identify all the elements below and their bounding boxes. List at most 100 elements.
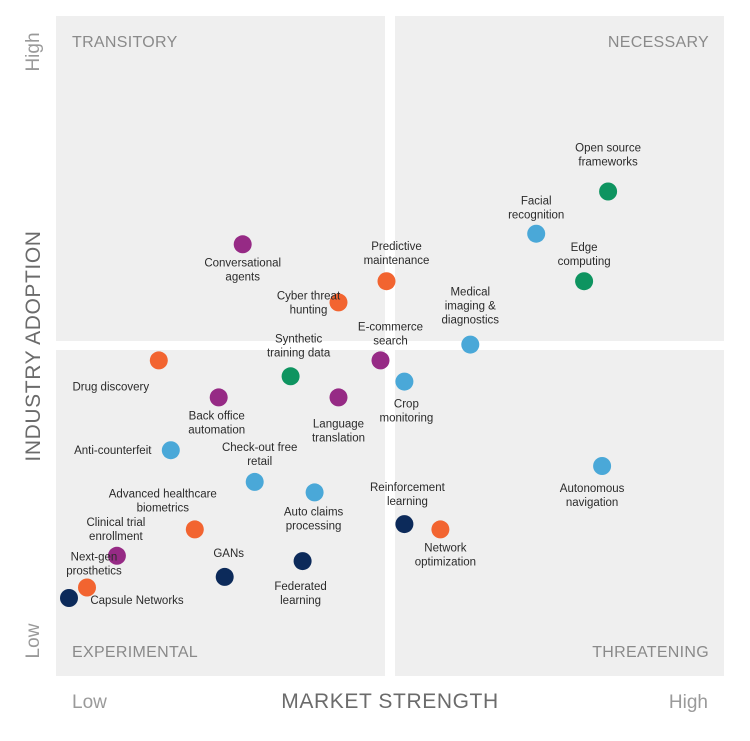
data-label-line: recognition <box>508 210 564 222</box>
data-point-edge-computing <box>575 272 594 291</box>
data-point-cyber-threat-hunting <box>329 293 348 312</box>
data-label-autonomous-navigation: Autonomous navigation <box>560 483 625 509</box>
data-label-open-source-frameworks: Open source frameworks <box>575 143 641 169</box>
data-label-line: frameworks <box>578 157 638 169</box>
data-label-line: optimization <box>415 556 476 568</box>
data-label-line: Capsule Networks <box>90 595 184 607</box>
data-label-line: diagnostics <box>442 315 500 327</box>
data-label-capsule-networks: Capsule Networks <box>90 595 184 607</box>
quadrant-top-left <box>56 16 385 341</box>
data-label-reinforcement-learning: Reinforcement learning <box>370 482 446 508</box>
data-label-line: prosthetics <box>66 566 122 578</box>
data-point-back-office-automation <box>209 388 228 407</box>
data-label-advanced-healthcare-biometrics: Advanced healthcare biometrics <box>109 488 217 514</box>
data-label-line: learning <box>280 595 321 607</box>
data-label-line: Check-out free <box>222 442 297 454</box>
data-label-line: Conversational <box>204 257 281 269</box>
data-label-line: automation <box>188 424 245 436</box>
data-label-line: learning <box>387 496 428 508</box>
data-point-drug-discovery <box>149 351 168 370</box>
data-label-line: Advanced healthcare <box>109 488 217 500</box>
y-axis-low-label: Low <box>23 623 44 658</box>
data-label-line: Cyber threat <box>277 290 341 302</box>
data-label-clinical-trial-enrollment: Clinical trial enrollment <box>87 517 146 543</box>
data-label-line: agents <box>225 271 260 283</box>
data-point-labels: Open source frameworks Facial recognition Ed… <box>66 143 641 608</box>
data-label-drug-discovery: Drug discovery <box>72 381 149 393</box>
data-label-line: biometrics <box>137 502 190 514</box>
data-label-line: Drug discovery <box>72 381 149 393</box>
data-label-line: Edge <box>571 242 598 254</box>
data-label-line: hunting <box>290 304 328 316</box>
data-label-predictive-maintenance: Predictive maintenance <box>364 241 430 267</box>
data-point-capsule-networks <box>60 589 78 607</box>
quadrant-label-experimental: EXPERIMENTAL <box>72 644 198 661</box>
data-label-line: Medical <box>450 287 490 299</box>
data-label-next-gen-prosthetics: Next-gen prosthetics <box>66 552 122 578</box>
data-label-federated-learning: Federated learning <box>274 581 326 607</box>
data-label-line: retail <box>247 456 272 468</box>
data-point-advanced-healthcare-biometrics <box>185 520 204 539</box>
data-point-federated-learning <box>293 552 312 571</box>
quadrant-label-necessary: NECESSARY <box>608 34 709 51</box>
data-point-reinforcement-learning <box>395 515 414 534</box>
data-point-auto-claims-processing <box>305 483 324 502</box>
data-label-language-translation: Language translation <box>312 418 365 444</box>
data-label-line: Next-gen <box>71 552 118 564</box>
data-label-facial-recognition: Facial recognition <box>508 196 564 222</box>
data-label-cyber-threat-hunting: Cyber threat hunting <box>277 290 341 316</box>
data-label-line: Network <box>424 542 466 554</box>
data-label-line: processing <box>286 520 342 532</box>
data-label-line: translation <box>312 432 365 444</box>
data-label-line: Federated <box>274 581 326 593</box>
data-point-crop-monitoring <box>395 372 414 391</box>
x-axis-high-label: High <box>669 692 708 713</box>
data-label-line: Reinforcement <box>370 482 446 494</box>
data-point-anti-counterfeit <box>161 441 180 460</box>
data-point-synthetic-training-data <box>281 367 300 386</box>
data-point-medical-imaging-diagnostics <box>461 335 480 354</box>
y-axis-title: INDUSTRY ADOPTION <box>22 230 45 461</box>
quadrant-bottom-right <box>395 350 724 676</box>
data-label-line: Crop <box>394 399 419 411</box>
data-label-gans: GANs <box>213 548 244 560</box>
data-label-check-out-free-retail: Check-out free retail <box>222 442 297 468</box>
quadrant-top-right <box>395 16 724 341</box>
data-label-line: search <box>373 335 408 347</box>
data-label-line: Back office <box>189 410 245 422</box>
data-label-line: imaging & <box>445 301 496 313</box>
data-label-line: E-commerce <box>358 321 423 333</box>
data-label-line: monitoring <box>380 413 434 425</box>
data-point-open-source-frameworks <box>599 182 618 201</box>
data-label-synthetic-training-data: Synthetic training data <box>267 333 331 359</box>
data-label-auto-claims-processing: Auto claims processing <box>284 506 344 532</box>
data-label-line: computing <box>558 256 611 268</box>
data-point-autonomous-navigation <box>593 457 612 475</box>
data-point-facial-recognition <box>527 224 546 243</box>
data-label-line: Synthetic <box>275 333 323 345</box>
data-label-line: Open source <box>575 143 641 155</box>
data-label-line: Clinical trial <box>87 517 146 529</box>
data-point-next-gen-prosthetics <box>78 578 96 597</box>
data-label-line: maintenance <box>364 255 430 267</box>
data-label-crop-monitoring: Crop monitoring <box>380 399 434 425</box>
data-point-check-out-free-retail <box>245 472 264 491</box>
data-label-medical-imaging-diagnostics: Medical imaging & diagnostics <box>442 287 500 327</box>
data-label-back-office-automation: Back office automation <box>188 410 245 436</box>
quadrant-label-transitory: TRANSITORY <box>72 34 178 51</box>
data-point-conversational-agents <box>233 235 252 254</box>
data-points <box>60 182 618 607</box>
x-axis-title: MARKET STRENGTH <box>281 690 498 713</box>
data-label-e-commerce-search: E-commerce search <box>358 321 423 347</box>
data-point-clinical-trial-enrollment <box>107 546 126 565</box>
data-point-language-translation <box>329 388 348 407</box>
x-axis-low-label: Low <box>72 692 107 713</box>
data-point-e-commerce-search <box>371 351 390 370</box>
data-point-network-optimization <box>431 520 450 539</box>
data-point-gans <box>215 567 234 586</box>
data-label-line: Autonomous <box>560 483 625 495</box>
data-label-line: Predictive <box>371 241 422 253</box>
quadrant-label-threatening: THREATENING <box>592 644 709 661</box>
data-point-predictive-maintenance <box>377 272 396 291</box>
